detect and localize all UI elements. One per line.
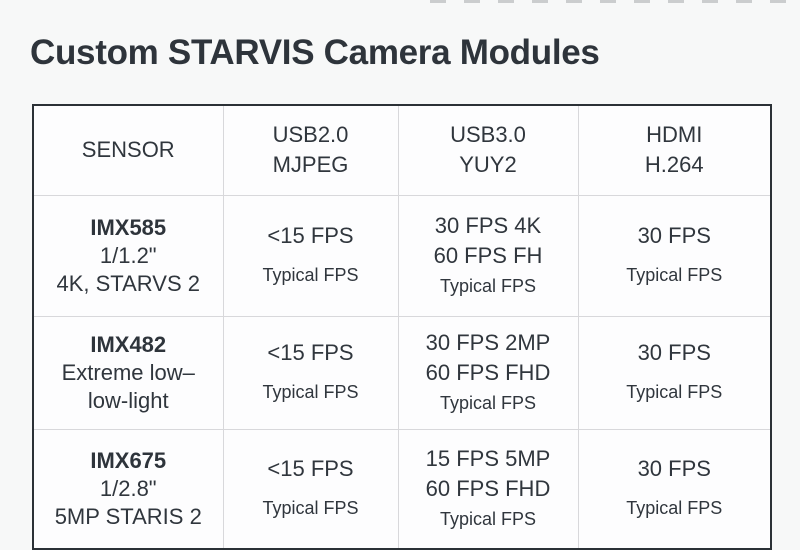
sensor-name: IMX585 [90,214,167,240]
cell-usb2-imx585: <15 FPS Typical FPS [222,194,399,317]
table-row-imx675: IMX675 1/2.8" 5MP STARIS 2 <15 FPS Typic… [32,428,772,550]
cell-sensor-imx585: IMX585 1/1.2" 4K, STARVS 2 [32,194,224,317]
sensor-detail: 1/2.8" [99,475,157,501]
fps-value: <15 FPS [267,223,354,248]
fps-note: Typical FPS [262,382,359,402]
fps-value: 60 FPS FH [433,242,543,268]
fps-value: 30 FPS 2MP [425,329,551,355]
header-usb3-line1: USB3.0 [450,122,526,148]
fps-note: Typical FPS [626,498,723,519]
sensor-detail: 5MP STARIS 2 [54,503,202,529]
cell-usb3-imx585: 30 FPS 4K 60 FPS FH Typical FPS [397,194,579,317]
fps-note: Typical FPS [439,508,537,529]
fps-note: Typical FPS [439,392,537,413]
header-row: SENSOR USB2.0 MJPEG USB3.0 YUY2 HDMI H.2… [32,104,772,196]
fps-value: 15 FPS 5MP [425,445,551,471]
table-row-imx482: IMX482 Extreme low– low-light <15 FPS Ty… [32,315,772,430]
camera-spec-table: SENSOR USB2.0 MJPEG USB3.0 YUY2 HDMI H.2… [32,104,772,550]
fps-note: Typical FPS [262,498,359,519]
fps-value: <15 FPS [267,456,354,482]
fps-value: 30 FPS [637,456,711,482]
fps-value: 30 FPS [637,340,711,365]
cell-usb2-imx675: <15 FPS Typical FPS [222,428,399,550]
fps-value: 30 FPS 4K [434,212,542,238]
sensor-detail: low-light [87,387,169,413]
fps-value: 60 FPS FHD [425,359,551,385]
sensor-detail: Extreme low– [61,359,195,385]
fps-note: Typical FPS [626,382,723,402]
cell-usb2-imx482: <15 FPS Typical FPS [222,315,399,430]
cell-usb3-imx675: 15 FPS 5MP 60 FPS FHD Typical FPS [397,428,579,550]
cell-sensor-imx675: IMX675 1/2.8" 5MP STARIS 2 [32,428,224,550]
cell-usb3-imx482: 30 FPS 2MP 60 FPS FHD Typical FPS [397,315,579,430]
cell-hdmi-imx482: 30 FPS Typical FPS [577,315,772,430]
fps-value: <15 FPS [267,340,354,365]
sensor-detail: 4K, STARVS 2 [56,270,200,296]
header-sensor-label: SENSOR [81,137,175,163]
page-title: Custom STARVIS Camera Modules [30,33,600,72]
header-usb2-line2: MJPEG [272,152,349,178]
sensor-detail: 1/1.2" [99,242,157,268]
header-usb3-line2: YUY2 [459,152,517,178]
header-sensor: SENSOR [32,104,224,196]
cell-hdmi-imx675: 30 FPS Typical FPS [577,428,772,550]
header-hdmi-line2: H.264 [644,152,704,178]
sensor-name: IMX675 [90,447,167,473]
cropped-edge-artifact [430,0,790,3]
fps-note: Typical FPS [439,275,537,296]
header-usb3: USB3.0 YUY2 [397,104,579,196]
header-usb2-line1: USB2.0 [272,122,349,148]
header-hdmi-line1: HDMI [646,122,703,148]
table-row-imx585: IMX585 1/1.2" 4K, STARVS 2 <15 FPS Typic… [32,194,772,317]
fps-value: 60 FPS FHD [425,475,551,501]
sensor-name: IMX482 [90,331,167,357]
header-usb2: USB2.0 MJPEG [222,104,399,196]
fps-note: Typical FPS [262,265,359,285]
fps-note: Typical FPS [626,265,723,285]
cell-hdmi-imx585: 30 FPS Typical FPS [577,194,772,317]
header-hdmi: HDMI H.264 [577,104,772,196]
cell-sensor-imx482: IMX482 Extreme low– low-light [32,315,224,430]
fps-value: 30 FPS [637,223,711,248]
